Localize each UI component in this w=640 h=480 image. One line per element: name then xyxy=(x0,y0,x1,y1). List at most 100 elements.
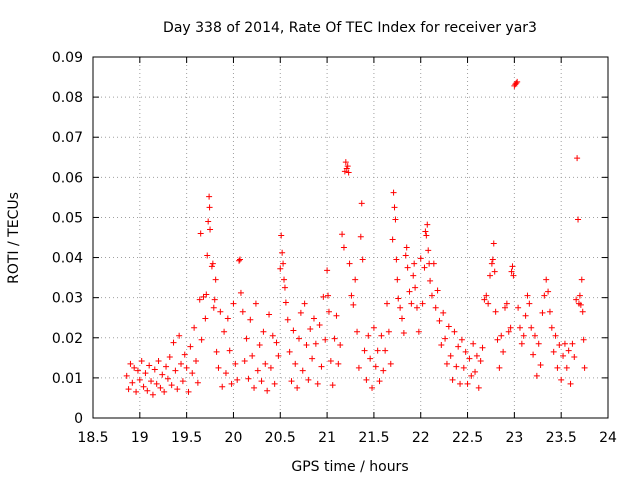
data-point xyxy=(342,159,349,166)
data-point xyxy=(442,335,449,342)
data-point xyxy=(399,315,405,322)
data-point xyxy=(194,379,201,386)
data-point xyxy=(335,360,342,367)
data-point xyxy=(333,312,340,319)
data-point xyxy=(579,308,586,315)
data-point xyxy=(277,265,284,272)
data-point xyxy=(179,378,186,385)
data-point xyxy=(412,284,419,291)
data-point xyxy=(402,252,409,259)
data-point xyxy=(422,228,429,235)
data-point xyxy=(496,364,503,371)
data-point xyxy=(508,268,515,275)
data-point xyxy=(541,292,548,299)
data-point xyxy=(282,299,289,306)
data-point xyxy=(174,386,181,393)
data-point xyxy=(325,308,332,315)
data-point xyxy=(387,360,394,367)
data-point xyxy=(380,367,387,374)
data-points xyxy=(123,78,588,398)
data-point xyxy=(247,316,254,323)
data-point xyxy=(470,340,477,347)
data-point xyxy=(537,362,544,369)
data-point xyxy=(515,304,522,311)
data-point xyxy=(369,384,376,391)
data-point xyxy=(473,352,480,359)
data-point xyxy=(500,348,507,355)
data-point xyxy=(297,309,304,316)
data-point xyxy=(307,325,314,332)
data-point xyxy=(510,272,517,279)
y-tick-label: 0.04 xyxy=(52,251,83,267)
chart-title: Day 338 of 2014, Rate Of TEC Index for r… xyxy=(163,20,537,36)
data-point xyxy=(403,244,410,251)
data-point xyxy=(481,296,488,303)
x-tick-label: 20.5 xyxy=(265,430,296,446)
data-point xyxy=(207,226,214,233)
data-point xyxy=(212,276,219,283)
data-point xyxy=(357,233,364,240)
data-point xyxy=(507,324,514,331)
data-point xyxy=(395,295,402,302)
data-point xyxy=(266,311,273,318)
data-point xyxy=(197,230,204,237)
data-point xyxy=(436,317,443,324)
data-point xyxy=(209,260,216,267)
grid-lines xyxy=(93,57,608,418)
data-point xyxy=(222,370,229,377)
data-point xyxy=(453,363,460,370)
data-point xyxy=(290,327,297,334)
data-point xyxy=(468,372,475,379)
data-point xyxy=(327,358,334,365)
data-point xyxy=(384,300,391,307)
data-point xyxy=(491,268,498,275)
x-tick-label: 19.5 xyxy=(171,430,202,446)
data-point xyxy=(558,376,565,383)
data-point xyxy=(129,379,136,386)
data-point xyxy=(494,336,501,343)
data-point xyxy=(455,343,462,350)
data-point xyxy=(172,367,179,374)
data-point xyxy=(483,292,490,299)
data-point xyxy=(217,308,224,315)
data-point xyxy=(193,358,199,365)
data-point xyxy=(299,367,306,374)
data-point xyxy=(273,339,280,346)
data-point xyxy=(196,296,203,303)
data-point xyxy=(320,293,327,300)
data-point xyxy=(569,340,576,347)
data-point xyxy=(204,252,211,259)
y-tick-label: 0.06 xyxy=(52,170,83,186)
data-point xyxy=(314,380,321,387)
data-point xyxy=(213,348,220,355)
data-point xyxy=(466,355,473,362)
data-point xyxy=(563,364,570,371)
data-point xyxy=(535,340,542,347)
data-point xyxy=(361,347,368,354)
data-point xyxy=(249,352,256,359)
data-point xyxy=(348,292,355,299)
data-point xyxy=(226,347,233,354)
y-tick-label: 0.02 xyxy=(52,331,83,347)
data-point xyxy=(449,376,456,383)
data-point xyxy=(134,367,141,374)
data-point xyxy=(230,300,237,307)
data-point xyxy=(443,360,450,367)
data-point xyxy=(376,378,383,385)
data-point xyxy=(475,384,482,391)
data-point xyxy=(374,347,381,354)
data-point xyxy=(440,309,447,316)
data-point xyxy=(151,366,158,373)
data-point xyxy=(286,348,293,355)
data-point xyxy=(580,336,587,343)
data-point xyxy=(153,380,160,387)
data-point xyxy=(543,276,550,283)
data-point xyxy=(322,336,329,343)
y-axis-label: ROTI / TECUs xyxy=(6,192,22,284)
data-point xyxy=(513,80,520,87)
data-point xyxy=(271,380,278,387)
data-point xyxy=(303,341,310,348)
data-point xyxy=(419,300,426,307)
data-point xyxy=(324,267,331,274)
data-point xyxy=(391,204,398,211)
